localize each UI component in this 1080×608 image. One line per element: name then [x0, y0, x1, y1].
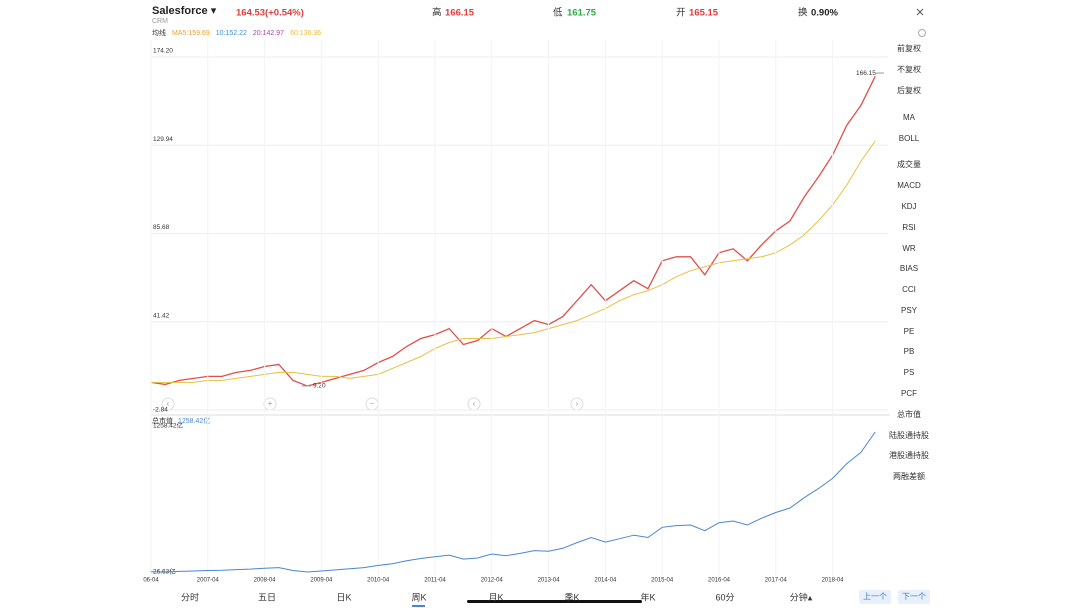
side-menu-item[interactable]: CCI: [902, 285, 916, 294]
x-tick-label: 2009-04: [310, 578, 333, 584]
home-indicator: [467, 600, 642, 603]
side-menu-item[interactable]: 港股通持股: [889, 450, 929, 460]
low-label: 低: [553, 7, 563, 19]
period-tab[interactable]: 周K: [411, 592, 426, 602]
open-label: 开: [676, 8, 686, 19]
x-tick-label: 2015-04: [651, 578, 674, 584]
min-annotation: 9.20: [313, 383, 326, 390]
stock-name[interactable]: Salesforce ▾: [152, 5, 217, 17]
settings-icon[interactable]: [918, 29, 926, 37]
svg-text:+: +: [268, 399, 273, 408]
side-menu-item[interactable]: PS: [904, 368, 915, 377]
open: 165.15: [689, 8, 719, 19]
series-line: [150, 76, 876, 387]
y-tick-label: -2.84: [153, 407, 168, 414]
side-menu-item[interactable]: RSI: [902, 223, 915, 232]
x-tick-label: 2010-04: [367, 578, 390, 584]
svg-text:‹: ‹: [473, 399, 476, 408]
ma-legend-item: MA5:159.69: [172, 30, 210, 37]
svg-text:‹: ‹: [167, 399, 170, 408]
side-menu-item[interactable]: 陆股通持股: [889, 430, 929, 440]
series-line: [151, 140, 876, 383]
nav-button-label: 下一个: [902, 592, 926, 601]
side-menu-item[interactable]: PCF: [901, 389, 917, 398]
y-tick-label: 174.20: [153, 48, 173, 55]
stock-symbol: CRM: [152, 18, 168, 25]
side-menu-item[interactable]: MACD: [897, 181, 921, 190]
period-tab[interactable]: 60分: [715, 592, 734, 602]
period-tab[interactable]: 日K: [336, 592, 351, 602]
x-tick-label: 2013-04: [538, 578, 561, 584]
side-menu-item[interactable]: 前复权: [897, 43, 921, 53]
zoom-icons: ‹ + − ‹ ›: [167, 399, 579, 408]
series-line: [150, 431, 876, 573]
y-tick-label: 85.68: [153, 224, 170, 231]
ma-title: 均线: [152, 28, 166, 37]
period-tab[interactable]: 分时: [181, 591, 199, 602]
y-tick-label: 129.94: [153, 136, 173, 143]
x-tick-label: 2008-04: [254, 578, 277, 584]
side-menu-item[interactable]: 不复权: [897, 64, 921, 74]
y-tick-label: 1258.42亿: [153, 421, 183, 430]
period-tab[interactable]: 月K: [488, 592, 503, 602]
x-tick-label: 2016-04: [708, 578, 731, 584]
ma-legend-item: 20:142.97: [253, 30, 284, 37]
side-menu-item[interactable]: 总市值: [897, 409, 921, 419]
nav-button[interactable]: [859, 590, 891, 604]
side-menu-item[interactable]: PE: [904, 327, 915, 336]
side-menu-item[interactable]: WR: [902, 244, 916, 253]
side-menu-item[interactable]: BOLL: [899, 134, 920, 143]
period-tab[interactable]: 分钟▴: [790, 591, 813, 602]
side-menu-item[interactable]: 成交量: [897, 159, 921, 169]
period-tab[interactable]: 五日: [258, 592, 276, 602]
ma-legend-item: 10:152.22: [216, 30, 247, 37]
side-menu-item[interactable]: 后复权: [897, 85, 921, 95]
x-tick-label: 2012-04: [481, 578, 504, 584]
svg-text:−: −: [370, 399, 375, 408]
low: 161.75: [567, 8, 597, 19]
cap-value: 1258.42亿: [178, 416, 210, 425]
turnover: 0.90%: [811, 8, 838, 19]
x-tick-label: 2018-04: [822, 578, 845, 584]
x-tick-label: 2011-04: [424, 578, 446, 584]
tab-underline: [412, 605, 425, 607]
y-tick-label: 41.42: [153, 312, 170, 319]
cap-title: 总市值: [152, 416, 173, 425]
nav-button-label: 上一个: [863, 592, 887, 601]
x-tick-label: 06-04: [143, 578, 159, 584]
period-tab[interactable]: 年K: [640, 591, 655, 602]
period-tab[interactable]: 季K: [564, 591, 579, 602]
nav-button[interactable]: [898, 590, 930, 604]
max-annotation: 166.15: [856, 70, 876, 77]
side-menu-item[interactable]: KDJ: [901, 202, 916, 211]
x-tick-label: 2007-04: [197, 578, 220, 584]
high: 166.15: [445, 8, 475, 19]
close-button[interactable]: [916, 8, 924, 16]
side-menu-item[interactable]: 两融差额: [893, 471, 925, 481]
ma-legend-item: 60:136.36: [290, 30, 321, 37]
x-tick-label: 2017-04: [765, 578, 788, 584]
price: 164.53(+0.54%): [236, 8, 304, 19]
high-label: 高: [432, 7, 442, 19]
turnover-label: 换: [798, 7, 808, 19]
x-tick-label: 2014-04: [594, 578, 617, 584]
side-menu-item[interactable]: BIAS: [900, 264, 918, 273]
y-tick-label: 26.63亿: [153, 567, 176, 576]
side-menu-item[interactable]: MA: [903, 113, 916, 122]
side-menu-item[interactable]: PSY: [901, 306, 918, 315]
svg-text:›: ›: [576, 399, 579, 408]
side-menu-item[interactable]: PB: [904, 347, 915, 356]
